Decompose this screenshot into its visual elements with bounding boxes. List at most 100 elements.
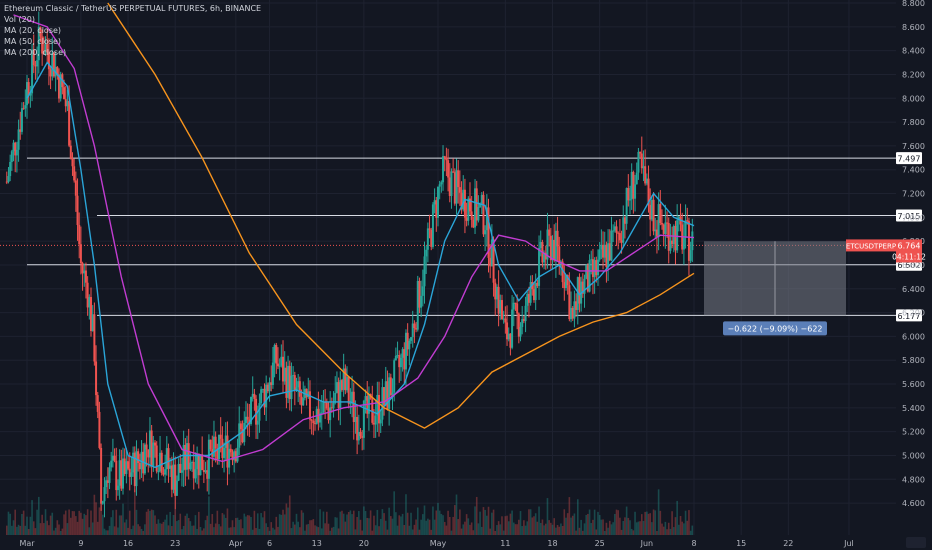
candle-body: [378, 394, 381, 424]
time-axis[interactable]: Mar 9 16 23 Apr 6 13 20 May 11 18 25 Jun 8 15 22 Jul: [0, 535, 932, 550]
candle-body: [428, 228, 431, 230]
volume-bar: [164, 519, 166, 535]
volume-bar: [315, 526, 318, 535]
price-tick-label: 6.600: [902, 261, 925, 270]
candle-body: [342, 368, 345, 390]
volume-bar: [302, 512, 305, 535]
candle-body: [329, 407, 332, 421]
price-tag-bg: [896, 152, 922, 165]
candle-body: [340, 380, 343, 390]
volume-bar: [132, 525, 134, 535]
candle-body: [657, 204, 660, 237]
indicator-ma200[interactable]: MA (200, close): [4, 48, 67, 57]
volume-bar: [657, 489, 660, 535]
candle-body: [581, 281, 584, 294]
candle-body: [516, 303, 519, 314]
volume-bar: [115, 509, 118, 535]
volume-bar: [418, 529, 421, 535]
candle-body: [590, 259, 593, 261]
candle-body: [511, 309, 514, 348]
volume-bar: [582, 530, 584, 535]
candle-body: [650, 199, 653, 220]
volume-bar: [639, 521, 641, 535]
volume-bar: [507, 521, 510, 535]
price-tick-label: 8.000: [902, 94, 925, 103]
volume-bar: [405, 494, 407, 535]
candle-body: [576, 277, 579, 310]
price-tick-label: 5.800: [902, 356, 925, 365]
volume-bar: [605, 522, 608, 535]
volume-bar: [620, 529, 623, 535]
candle-body: [492, 239, 495, 283]
volume-bar: [226, 508, 229, 535]
candle-body: [64, 99, 67, 107]
candle-body: [426, 228, 429, 250]
candle-body: [132, 452, 135, 473]
time-tick-label: Jun: [640, 539, 654, 548]
volume-bar: [108, 525, 111, 535]
price-tick-label: 6.200: [902, 309, 925, 318]
volume-bar: [671, 511, 673, 535]
candle-body: [669, 240, 672, 251]
candle-body: [20, 108, 23, 132]
indicator-ma50[interactable]: MA (50, close): [4, 37, 62, 46]
volume-bar: [85, 515, 87, 535]
candle-body: [398, 355, 401, 368]
volume-bar: [268, 530, 271, 535]
volume-bar: [501, 516, 503, 535]
volume-bar: [214, 523, 217, 535]
candle-body: [194, 469, 197, 479]
price-axis[interactable]: 7.497 7.015 6.602 6.177 8.800 8.600 8.400 8.200…: [846, 0, 926, 508]
measurement-tool[interactable]: −0.622 (−9.09%) −622: [704, 241, 846, 336]
candle-body: [295, 387, 298, 391]
volume-bar: [17, 524, 20, 535]
volume-bar: [176, 521, 178, 535]
candle-body: [351, 391, 354, 403]
candle-body: [229, 448, 232, 453]
volume-bar: [133, 489, 136, 535]
candle-body: [411, 323, 414, 338]
volume-bar: [290, 528, 293, 535]
countdown-label: 04:11:12: [892, 252, 926, 261]
indicator-ma20[interactable]: MA (20, close): [4, 26, 62, 35]
volume-bar: [63, 514, 65, 535]
time-tick-label: 22: [783, 539, 793, 548]
candle-body: [148, 430, 151, 458]
volume-bar: [455, 494, 458, 535]
volume-bar: [479, 511, 481, 535]
candle-body: [233, 451, 236, 461]
candle-body: [58, 74, 61, 99]
volume-bar: [416, 507, 419, 535]
volume-bar: [319, 509, 321, 535]
hline-price-label: 7.015: [898, 212, 921, 221]
volume-bar: [167, 525, 170, 535]
candle-body: [610, 230, 613, 261]
candle-body: [251, 393, 254, 397]
candle-body: [174, 464, 177, 496]
volume-bar: [534, 513, 537, 535]
indicator-vol[interactable]: Vol (20): [4, 15, 35, 24]
candle-body: [440, 182, 443, 185]
ma-line-200: [107, 2, 695, 429]
candle-body: [10, 151, 13, 163]
candle-body: [226, 435, 229, 468]
candle-body: [91, 314, 94, 332]
volume-bar: [213, 527, 215, 535]
hline-price-label: 6.602: [898, 261, 921, 270]
volume-bar: [516, 524, 518, 535]
volume-bar: [474, 506, 476, 535]
candle-body: [73, 166, 76, 181]
candle-body: [460, 192, 463, 210]
candle-body: [100, 447, 103, 504]
volume-bar: [71, 511, 74, 535]
candles: [5, 11, 694, 518]
candle-body: [500, 300, 503, 320]
candle-body: [265, 384, 268, 408]
time-tick-label: Apr: [229, 539, 244, 548]
volume-bar: [363, 506, 365, 535]
price-tick-label: 6.400: [902, 285, 925, 294]
volume-bar: [634, 511, 636, 535]
volume-bar: [144, 524, 146, 535]
volume-bar: [332, 526, 335, 535]
